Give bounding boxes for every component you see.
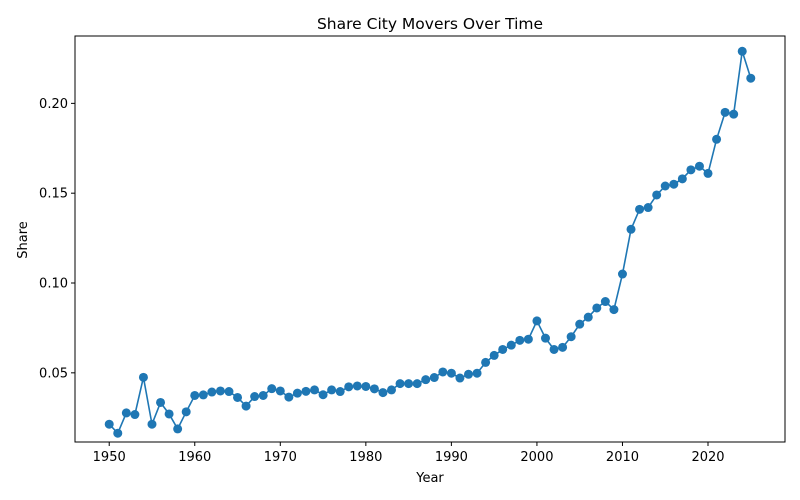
- data-point: [173, 424, 183, 434]
- data-point: [472, 368, 482, 378]
- y-tick-label: 0.10: [39, 277, 68, 292]
- data-point: [720, 107, 730, 117]
- x-axis: 1950 1960 1970 1980 1990 2000 2010 2020: [93, 442, 725, 465]
- data-point: [523, 334, 533, 344]
- data-point: [549, 344, 559, 354]
- data-point: [746, 73, 756, 83]
- data-point: [712, 134, 722, 144]
- data-point: [558, 342, 568, 352]
- data-point: [344, 382, 354, 392]
- data-point: [352, 381, 362, 391]
- data-point: [669, 179, 679, 189]
- data-point: [515, 335, 525, 345]
- data-point: [429, 373, 439, 383]
- data-point: [310, 385, 320, 395]
- data-point: [686, 165, 696, 175]
- data-point: [583, 312, 593, 322]
- data-point: [677, 174, 687, 184]
- y-tick-label: 0.15: [39, 187, 68, 202]
- series-points: [104, 46, 756, 438]
- data-point: [138, 372, 148, 382]
- data-point: [335, 387, 345, 397]
- data-point: [412, 379, 422, 389]
- data-point: [600, 297, 610, 307]
- x-tick-label: 1970: [264, 450, 297, 465]
- data-point: [643, 203, 653, 213]
- y-axis-label: Share: [16, 221, 31, 259]
- data-point: [446, 368, 456, 378]
- data-point: [284, 392, 294, 402]
- data-point: [387, 385, 397, 395]
- plot-frame: [74, 35, 786, 443]
- data-point: [327, 385, 337, 395]
- data-point: [592, 303, 602, 313]
- y-tick-label: 0.20: [39, 97, 68, 112]
- data-point: [215, 386, 225, 396]
- data-point: [395, 379, 405, 389]
- data-point: [532, 316, 542, 326]
- data-point: [207, 387, 217, 397]
- x-tick-label: 1980: [349, 450, 382, 465]
- data-point: [609, 305, 619, 315]
- data-point: [147, 419, 157, 429]
- data-point: [121, 408, 131, 418]
- x-axis-label: Year: [415, 471, 444, 486]
- series-line: [108, 51, 752, 435]
- data-point: [275, 386, 285, 396]
- data-point: [703, 168, 713, 178]
- data-point: [301, 386, 311, 396]
- data-point: [318, 390, 328, 400]
- x-tick-label: 1960: [178, 450, 211, 465]
- data-point: [498, 344, 508, 354]
- data-point: [506, 340, 516, 350]
- data-point: [737, 46, 747, 56]
- data-point: [566, 332, 576, 342]
- data-point: [694, 161, 704, 171]
- data-point: [104, 419, 114, 429]
- data-point: [250, 392, 260, 402]
- data-point: [540, 333, 550, 343]
- data-point: [660, 181, 670, 191]
- data-point: [575, 319, 585, 329]
- y-axis: 0.05 0.10 0.15 0.20: [39, 97, 75, 381]
- data-point: [455, 373, 465, 383]
- data-point: [198, 390, 208, 400]
- data-point: [404, 379, 414, 389]
- data-point: [369, 384, 379, 394]
- data-point: [267, 384, 277, 394]
- x-tick-label: 1950: [93, 450, 126, 465]
- data-point: [241, 401, 251, 411]
- data-point: [181, 407, 191, 417]
- data-point: [729, 109, 739, 119]
- x-tick-label: 2010: [606, 450, 639, 465]
- data-point: [292, 388, 302, 398]
- data-point: [224, 387, 234, 397]
- data-point: [258, 390, 268, 400]
- y-tick-label: 0.05: [39, 366, 68, 381]
- data-point: [190, 390, 200, 400]
- data-point: [481, 357, 491, 367]
- data-point: [378, 388, 388, 398]
- data-point: [617, 269, 627, 279]
- x-tick-label: 2000: [520, 450, 553, 465]
- data-point: [421, 375, 431, 385]
- data-point: [626, 224, 636, 234]
- data-point: [113, 428, 123, 438]
- data-point: [156, 397, 166, 407]
- x-tick-label: 1990: [435, 450, 468, 465]
- data-point: [130, 410, 140, 420]
- data-point: [164, 409, 174, 419]
- data-point: [635, 204, 645, 214]
- plot-area: 1950 1960 1970 1980 1990 2000 2010 2020 0.05 0.1…: [39, 35, 786, 465]
- x-tick-label: 2020: [691, 450, 724, 465]
- data-point: [233, 392, 243, 402]
- data-point: [438, 367, 448, 377]
- data-point: [489, 350, 499, 360]
- data-point: [463, 369, 473, 379]
- chart-title: Share City Movers Over Time: [317, 15, 543, 33]
- data-point: [652, 190, 662, 200]
- data-point: [361, 381, 371, 391]
